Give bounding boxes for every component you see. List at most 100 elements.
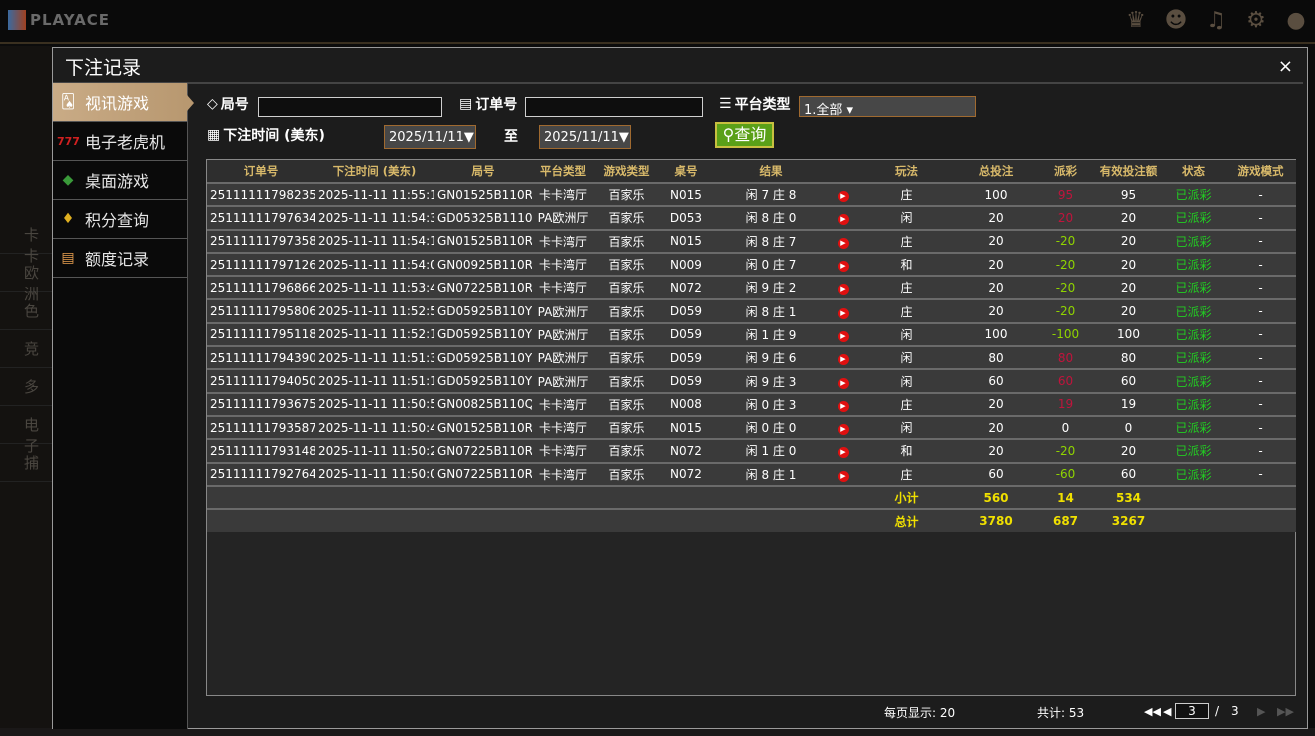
- order-number: 251111117927648: [207, 461, 315, 486]
- table-number: N072: [659, 438, 713, 463]
- customer-service-icon[interactable]: ☻: [1164, 8, 1188, 33]
- round-number: GD05925B110YY: [434, 321, 532, 347]
- gear-icon[interactable]: ⚙: [1246, 8, 1266, 33]
- total-bet: 100: [956, 181, 1036, 207]
- bg-item: 色: [0, 292, 52, 330]
- nav-label: 额度记录: [85, 250, 150, 269]
- total-count: 共计: 53: [1037, 706, 1085, 720]
- bet-time: 2025-11-11 11:52:11: [315, 321, 434, 347]
- table-number: N015: [659, 228, 713, 253]
- empty-cell: [829, 508, 857, 533]
- game-mode: -: [1225, 438, 1296, 463]
- next-page-icon[interactable]: ▶: [1257, 705, 1266, 718]
- clipboard-icon: ▤: [459, 96, 473, 112]
- sum-payout: 687: [1036, 508, 1095, 533]
- column-header: 结果: [713, 160, 829, 183]
- replay-cell: ▶: [829, 438, 857, 463]
- play-video-icon[interactable]: ▶: [837, 377, 849, 389]
- play-video-icon[interactable]: ▶: [837, 214, 849, 226]
- bg-item: 多: [0, 368, 52, 406]
- divider: [53, 82, 1303, 84]
- column-header: [829, 160, 857, 183]
- bet-type: 闲: [857, 414, 956, 440]
- order-input[interactable]: [525, 97, 703, 117]
- replay-cell: ▶: [829, 228, 857, 253]
- column-header: 平台类型: [532, 160, 594, 183]
- play-video-icon[interactable]: ▶: [837, 400, 849, 412]
- date-to-select[interactable]: 2025/11/11▼: [539, 125, 631, 149]
- result: 闲 0 庄 3: [713, 391, 829, 416]
- order-number: 251111117968663: [207, 275, 315, 300]
- round-number: GD05325B11106: [434, 205, 532, 230]
- order-number: 251111117935875: [207, 414, 315, 440]
- first-page-icon[interactable]: ◀◀: [1144, 705, 1161, 718]
- date-from-select[interactable]: 2025/11/11▼: [384, 125, 476, 149]
- platform-label-text: 平台类型: [734, 97, 791, 113]
- payout: -20: [1036, 438, 1095, 463]
- search-button[interactable]: ⚲查询: [715, 122, 774, 148]
- round-number: GN01525B110RP: [434, 181, 532, 207]
- result: 闲 9 庄 3: [713, 368, 829, 393]
- play-video-icon[interactable]: ▶: [837, 191, 849, 203]
- prev-page-icon[interactable]: ◀: [1163, 705, 1172, 718]
- close-icon[interactable]: ×: [1277, 56, 1293, 77]
- page-input[interactable]: 3: [1175, 703, 1209, 719]
- play-video-icon[interactable]: ▶: [837, 330, 849, 342]
- total-bet: 60: [956, 368, 1036, 393]
- play-video-icon[interactable]: ▶: [837, 470, 849, 482]
- platform: 卡卡湾厅: [532, 181, 594, 207]
- nav-item-table-games[interactable]: ◆ 桌面游戏: [53, 161, 187, 200]
- total-row: 总计 3780 687 3267: [207, 508, 1296, 533]
- nav-item-points[interactable]: ♦ 积分查询: [53, 200, 187, 239]
- nav-item-slots[interactable]: 777 电子老虎机: [53, 122, 187, 161]
- game-type: 百家乐: [594, 414, 659, 440]
- platform: 卡卡湾厅: [532, 461, 594, 486]
- replay-cell: ▶: [829, 275, 857, 300]
- column-header: 玩法: [857, 160, 956, 183]
- total-bet: 60: [956, 461, 1036, 486]
- game-type: 百家乐: [594, 275, 659, 300]
- play-video-icon[interactable]: ▶: [837, 424, 849, 436]
- platform: PA欧洲厅: [532, 368, 594, 393]
- cards-icon: 🂡: [60, 94, 76, 110]
- round-input[interactable]: [258, 97, 442, 117]
- valid-bet: 95: [1095, 181, 1162, 207]
- chat-icon[interactable]: ●: [1286, 8, 1306, 33]
- round-number: GN01525B110RO: [434, 228, 532, 253]
- empty-cell: [829, 484, 857, 510]
- column-header: 游戏类型: [594, 160, 659, 183]
- table-row: 251111117951185 2025-11-11 11:52:11 GD0592…: [207, 321, 1296, 347]
- game-mode: -: [1225, 251, 1296, 277]
- game-mode: -: [1225, 461, 1296, 486]
- play-video-icon[interactable]: ▶: [837, 237, 849, 249]
- empty-cell: [594, 484, 659, 510]
- nav-item-live-games[interactable]: 🂡 视讯游戏: [53, 83, 194, 122]
- platform-select[interactable]: 1.全部 ▾: [799, 96, 976, 118]
- order-number: 251111117973588: [207, 228, 315, 253]
- bet-time: 2025-11-11 11:50:48: [315, 414, 434, 440]
- last-page-icon[interactable]: ▶▶: [1277, 705, 1294, 718]
- music-icon[interactable]: ♫: [1206, 8, 1226, 33]
- play-video-icon[interactable]: ▶: [837, 447, 849, 459]
- total-bet: 20: [956, 228, 1036, 253]
- nav-item-credit-records[interactable]: ▤ 额度记录: [53, 239, 187, 278]
- table-row: 251111117940507 2025-11-11 11:51:12 GD0592…: [207, 368, 1296, 393]
- page-count: 3: [1231, 704, 1239, 718]
- play-video-icon[interactable]: ▶: [837, 261, 849, 273]
- platform: PA欧洲厅: [532, 321, 594, 347]
- play-video-icon[interactable]: ▶: [837, 284, 849, 296]
- vip-icon[interactable]: ♛: [1126, 8, 1146, 33]
- game-type: 百家乐: [594, 461, 659, 486]
- bet-type: 庄: [857, 391, 956, 416]
- table-row: 251111117931483 2025-11-11 11:50:24 GN0722…: [207, 438, 1296, 463]
- calendar-icon: ▦: [207, 127, 221, 143]
- play-video-icon[interactable]: ▶: [837, 307, 849, 319]
- table-row: 251111117935875 2025-11-11 11:50:48 GN0152…: [207, 414, 1296, 440]
- empty-cell: [713, 484, 829, 510]
- play-video-icon[interactable]: ▶: [837, 354, 849, 366]
- column-header: 有效投注额: [1095, 160, 1162, 183]
- empty-cell: [434, 508, 532, 533]
- valid-bet: 60: [1095, 368, 1162, 393]
- platform: PA欧洲厅: [532, 205, 594, 230]
- bet-type: 和: [857, 251, 956, 277]
